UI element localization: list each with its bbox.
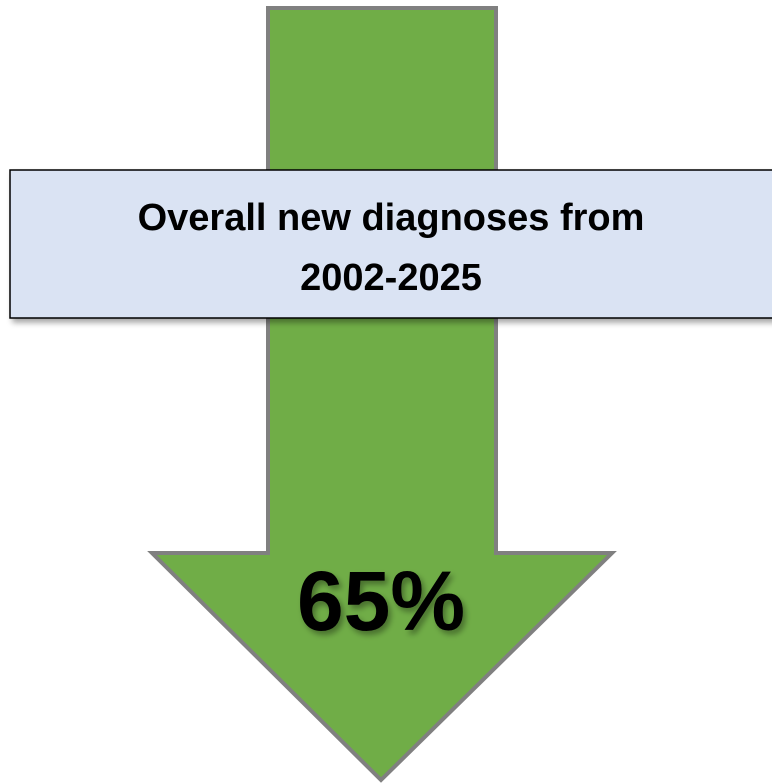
down-arrow <box>147 6 617 783</box>
percent-label: 65% <box>297 554 465 648</box>
banner-line: Overall new diagnoses from <box>138 197 645 239</box>
banner-line: 2002-2025 <box>300 257 482 299</box>
banner-box <box>9 169 772 319</box>
